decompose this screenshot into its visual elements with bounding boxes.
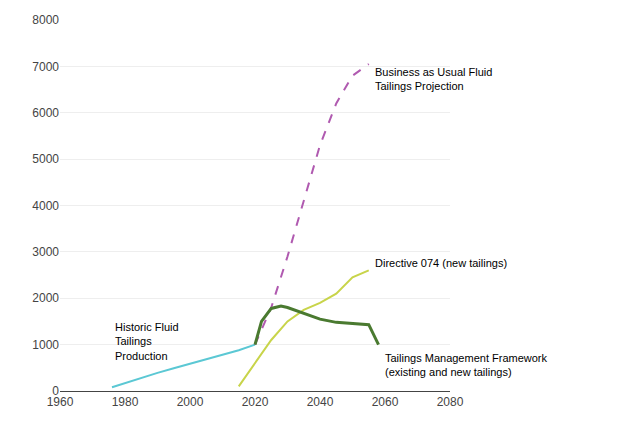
- svg-text:2080: 2080: [437, 395, 464, 409]
- svg-text:2000: 2000: [177, 395, 204, 409]
- svg-text:1960: 1960: [47, 395, 74, 409]
- svg-text:5000: 5000: [32, 152, 59, 166]
- svg-text:Business as Usual FluidTailing: Business as Usual FluidTailings Projecti…: [375, 66, 492, 92]
- svg-text:Historic FluidTailingsProducti: Historic FluidTailingsProduction: [115, 321, 179, 362]
- svg-text:7000: 7000: [32, 60, 59, 74]
- svg-text:2060: 2060: [372, 395, 399, 409]
- svg-text:0: 0: [52, 384, 59, 398]
- svg-text:3000: 3000: [32, 245, 59, 259]
- svg-text:1000: 1000: [32, 338, 59, 352]
- svg-text:2000: 2000: [32, 291, 59, 305]
- svg-text:1980: 1980: [112, 395, 139, 409]
- svg-text:2040: 2040: [307, 395, 334, 409]
- svg-text:2020: 2020: [242, 395, 269, 409]
- svg-text:4000: 4000: [32, 199, 59, 213]
- svg-text:Tailings Management Framework(: Tailings Management Framework(existing a…: [385, 352, 548, 378]
- svg-text:Directive 074 (new tailings): Directive 074 (new tailings): [375, 257, 507, 269]
- svg-text:6000: 6000: [32, 106, 59, 120]
- svg-text:8000: 8000: [32, 13, 59, 27]
